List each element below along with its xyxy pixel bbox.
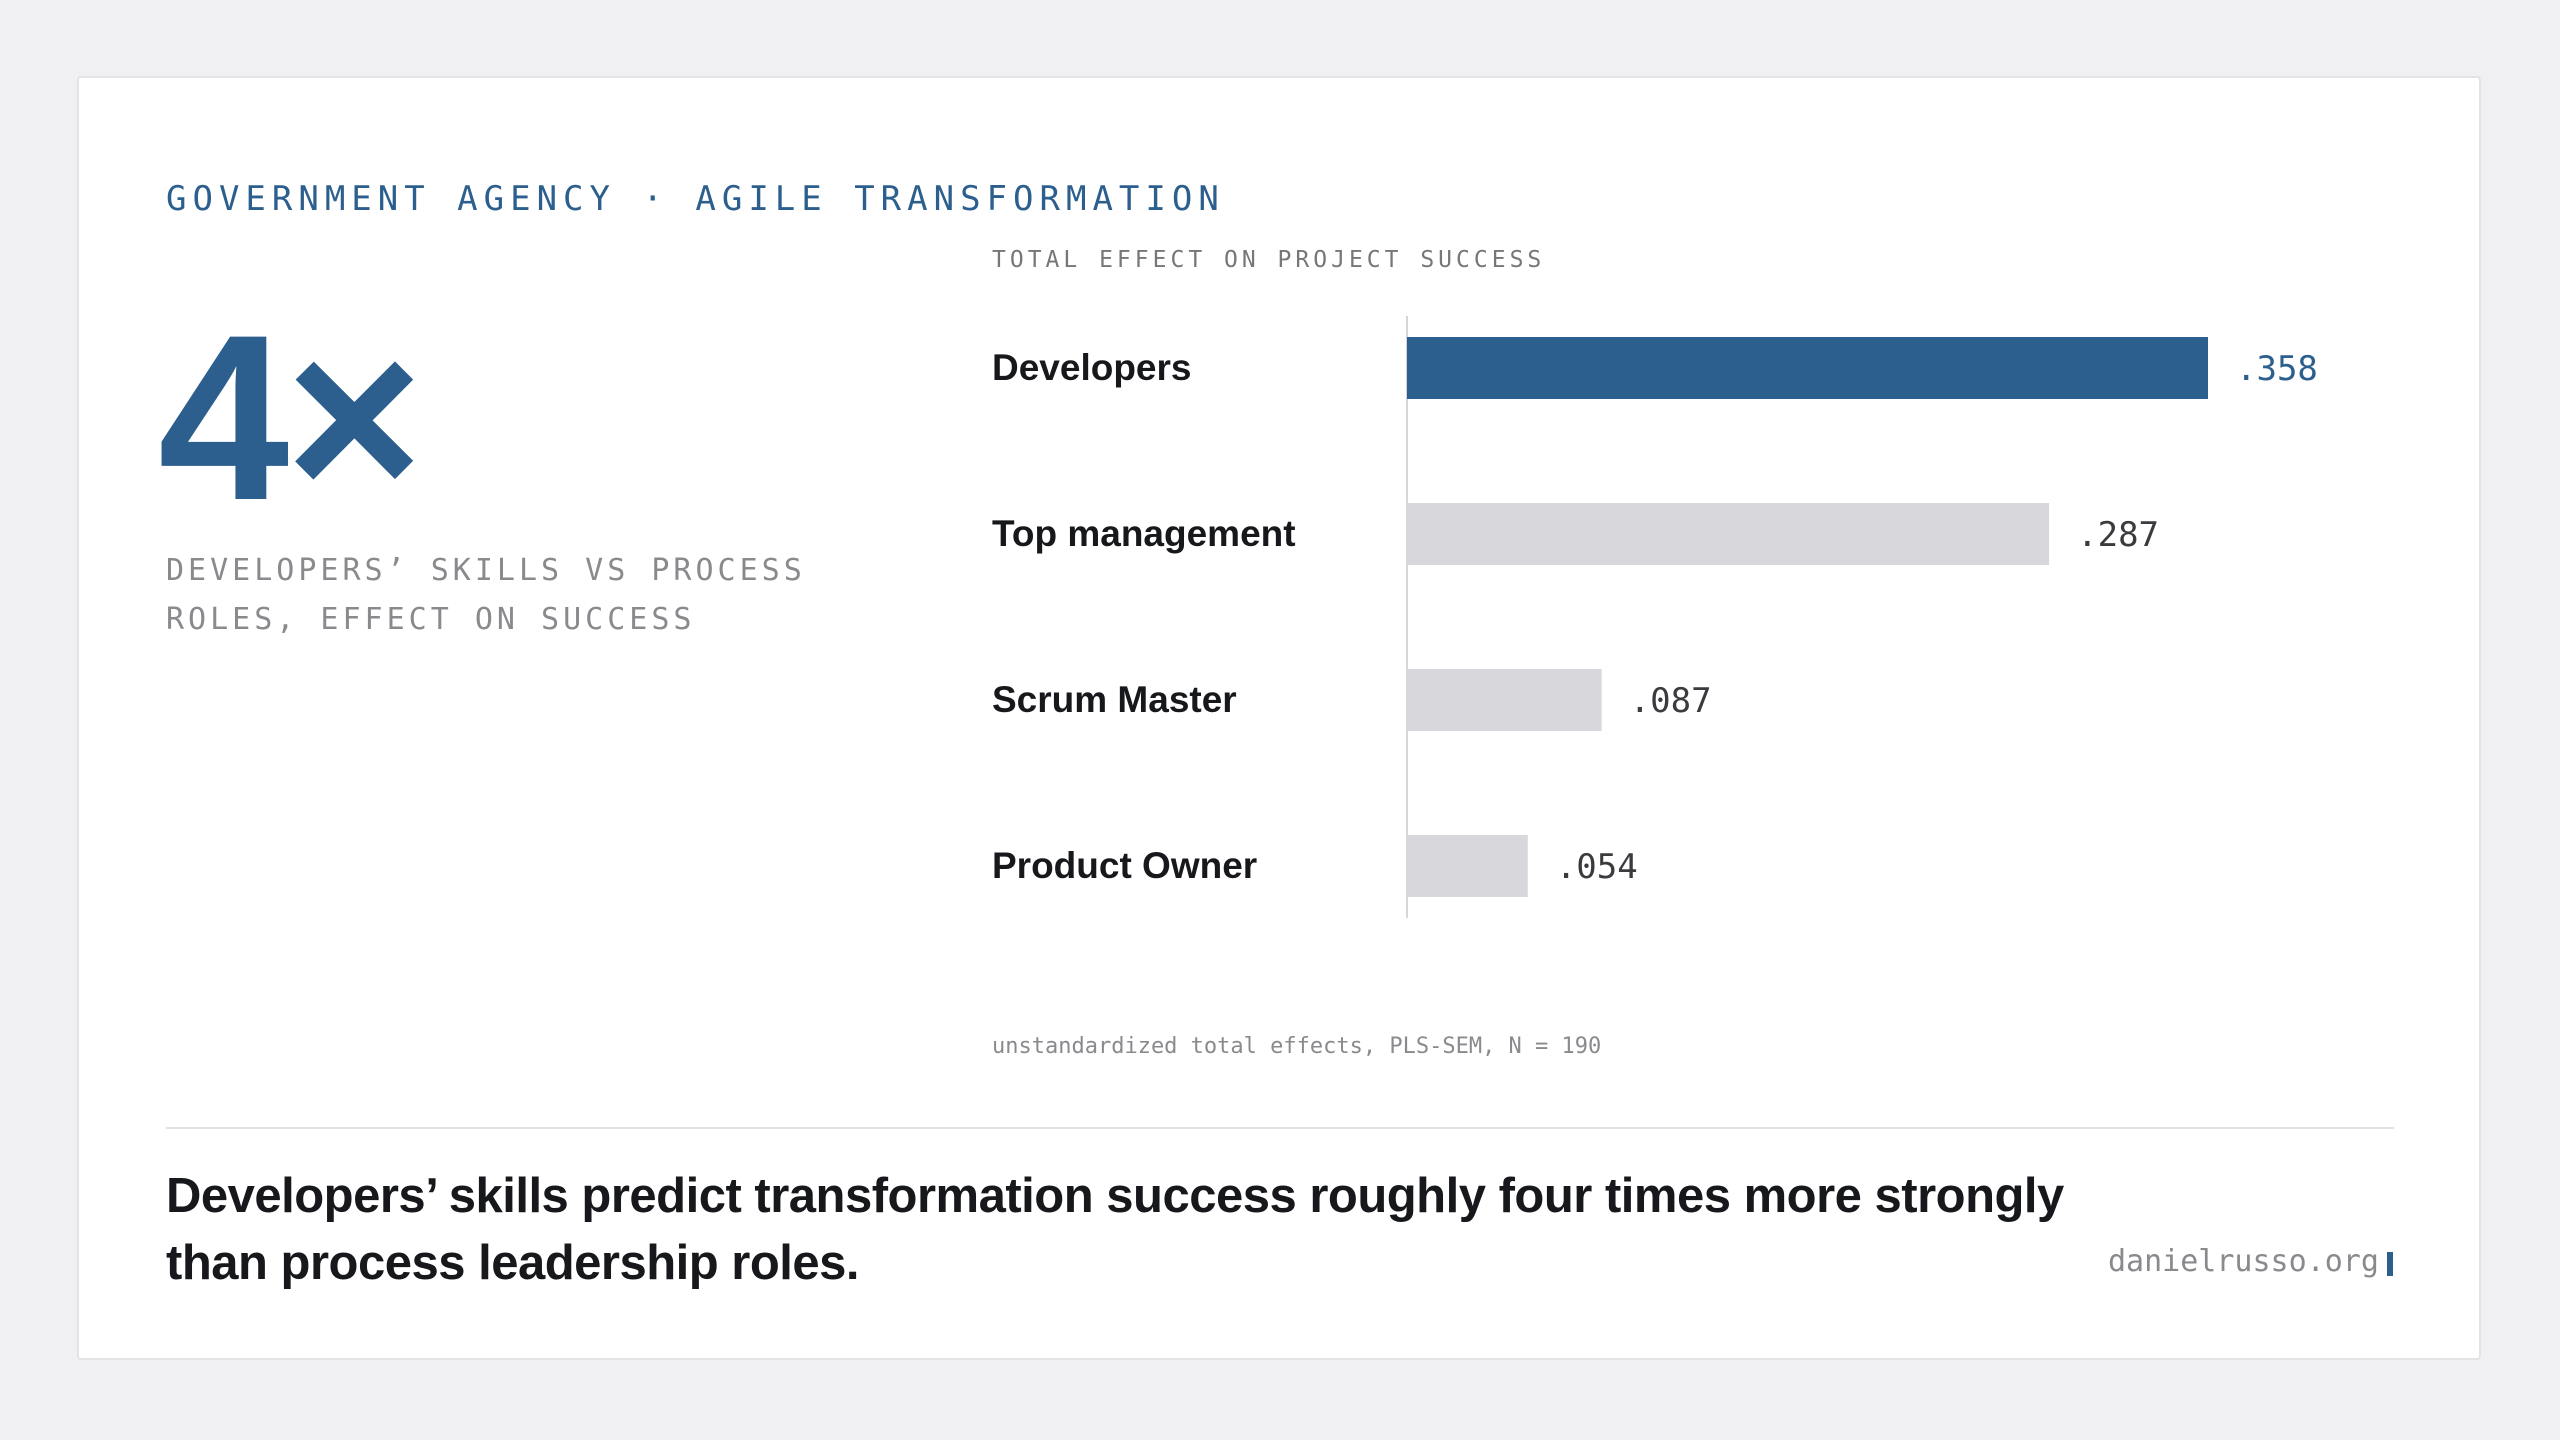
bar-category-label: Product Owner [992, 845, 1257, 886]
bar-value-label: .054 [1556, 847, 1638, 887]
bar-category-label: Scrum Master [992, 679, 1237, 720]
bar [1407, 835, 1528, 897]
bar-category-label: Developers [992, 347, 1192, 388]
bar [1407, 503, 2050, 565]
bar [1407, 669, 1602, 731]
bar-category-label: Top management [992, 513, 1296, 554]
card [77, 76, 2481, 1360]
chart-note: unstandardized total effects, PLS-SEM, N… [992, 1034, 1602, 1059]
big-stat-caption: DEVELOPERS’ SKILLS VS PROCESS ROLES, EFF… [166, 553, 806, 637]
bar-value-label: .287 [2077, 515, 2159, 555]
site-mark [2387, 1252, 2393, 1276]
bar-value-label: .087 [1630, 681, 1712, 721]
bar-value-label: .358 [2236, 349, 2318, 389]
site-link[interactable]: danielrusso.org [2108, 1244, 2379, 1279]
chart-title: TOTAL EFFECT ON PROJECT SUCCESS [992, 247, 1546, 273]
divider [166, 1127, 2394, 1129]
headline: Developers’ skills predict transformatio… [166, 1169, 2064, 1290]
kicker: GOVERNMENT AGENCY · AGILE TRANSFORMATION [166, 179, 1225, 219]
big-stat-value: 4× [158, 286, 423, 550]
bar [1407, 337, 2208, 399]
